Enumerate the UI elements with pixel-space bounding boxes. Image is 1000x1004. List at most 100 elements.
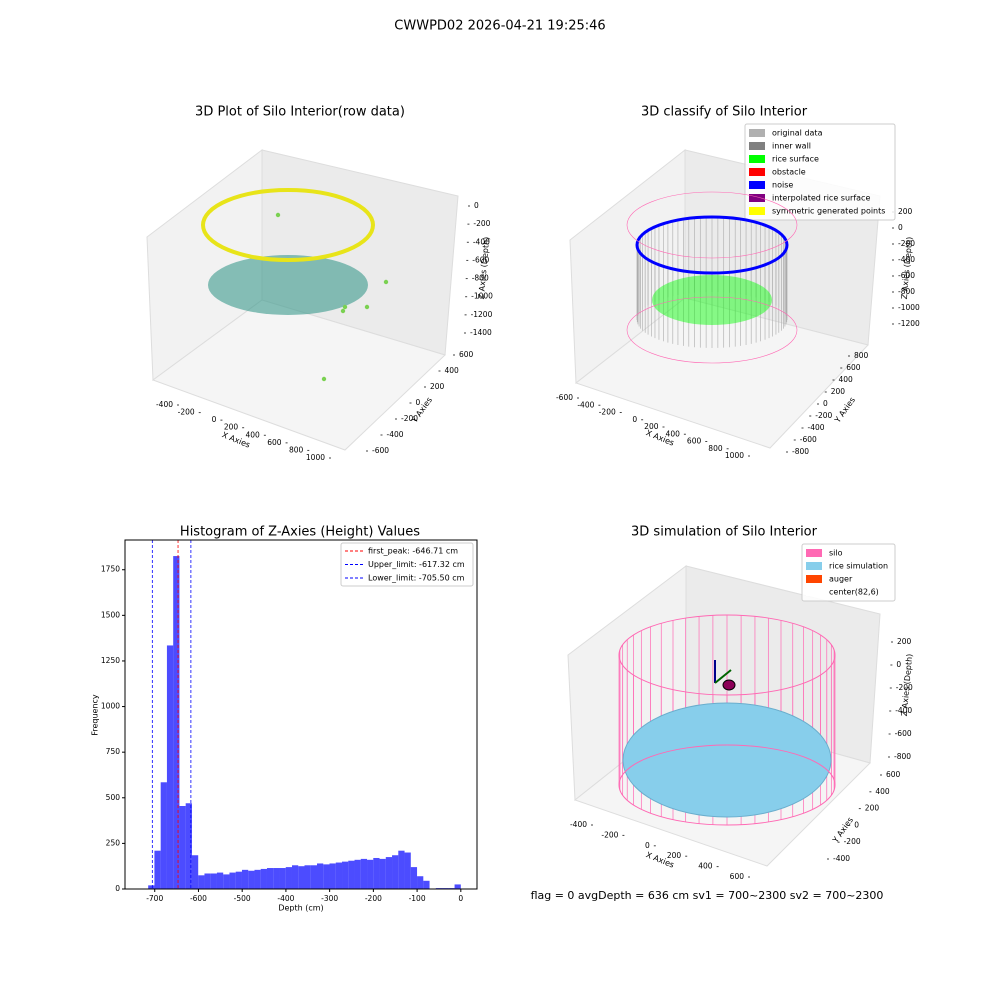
legend-label: symmetric generated points [772,207,885,216]
tick-label: -400 [833,854,850,863]
bar [154,850,161,889]
tick-label: 0 [823,399,828,408]
tick-label: 400 [246,430,261,439]
silo-ring [626,296,798,364]
x-tick-label: -500 [234,894,251,903]
silo-top [618,614,836,696]
bar [335,862,343,889]
tick-label: -200 [601,830,618,839]
x-tick-label: -600 [190,894,207,903]
tick-label: -200 [815,411,832,420]
axis-label: Y Axies [832,396,857,426]
point [275,212,281,218]
bar [260,868,267,889]
legend-swatch [749,142,765,150]
tick-label: -800 [894,752,911,761]
tick-label: 400 [839,375,854,384]
top-ring [201,188,375,262]
tick-label: 200 [430,382,445,391]
tick-label: -400 [570,820,587,829]
legend-label: silo [829,549,843,558]
legend-box [801,543,896,602]
tick-label: -600 [556,393,573,402]
tick-label: -200 [599,408,616,417]
tick-label: -400 [473,237,490,246]
tick-label: 400 [445,366,460,375]
tick-label: 200 [667,851,682,860]
legend-label: noise [772,181,793,190]
auger [722,679,736,691]
bar [285,867,292,889]
bar [310,865,318,889]
bar [354,859,361,889]
bar [235,871,242,889]
tick-label: 0 [632,415,637,424]
tick-label: -400 [387,430,404,439]
bar [373,857,380,889]
y-tick-label: 250 [106,838,121,847]
x-tick-label: -300 [321,894,338,903]
tick-label: 800 [854,351,869,360]
tick-label: -800 [792,447,809,456]
tick-label: -800 [472,274,489,283]
bar [398,850,405,889]
legend-label: obstacle [772,168,806,177]
tick-label: 200 [644,422,659,431]
tick-label: 600 [846,363,861,372]
tick-label: -800 [898,287,915,296]
bar [342,861,349,889]
tick-label: 0 [474,201,479,210]
bar [179,805,186,889]
legend-swatch [749,207,765,215]
bar [191,855,199,889]
tick-label: 800 [708,444,723,453]
tick-label: -200 [896,683,913,692]
legend-swatch [749,129,765,137]
tick-label: -600 [800,435,817,444]
bar [417,876,424,889]
legend-swatch [806,549,822,557]
x-tick-label: -700 [146,894,163,903]
tick-label: 400 [698,862,713,871]
legend-label: Lower_limit: -705.50 cm [368,574,465,583]
subplot-title: 3D classify of Silo Interior [641,105,808,120]
bar [323,864,330,889]
axis-pane [574,297,869,449]
bar [298,866,305,889]
y-tick-label: 500 [106,793,121,802]
tick-label: 0 [854,820,859,829]
legend-swatch [749,181,765,189]
bar [241,869,249,889]
point [321,376,327,382]
subplot-title: 3D Plot of Silo Interior(row data) [195,105,405,120]
silo-ring [626,191,798,259]
top-ring [635,215,789,275]
tick-label: 0 [896,660,901,669]
legend-swatch [806,562,822,570]
bar [367,859,374,889]
tick-label: -1200 [471,310,493,319]
bar [348,860,355,889]
legend-label: rice surface [772,155,819,164]
bar [216,872,224,889]
bar [404,852,411,889]
bar [454,884,461,889]
tick-label: 400 [666,429,681,438]
tick-label: -400 [898,255,915,264]
point [383,279,389,285]
tick-label: 200 [865,804,880,813]
rice-cloud [652,275,772,325]
bar [423,880,430,889]
tick-label: -200 [844,837,861,846]
point-cloud [208,255,368,315]
tick-label: -600 [372,446,389,455]
subplot-title: 3D simulation of Silo Interior [631,525,818,540]
tick-label: 200 [898,207,913,216]
point [364,304,370,310]
legend-label: rice simulation [829,562,888,571]
x-tick-label: -100 [409,894,426,903]
tick-label: 600 [730,872,745,881]
point [342,304,348,310]
legend-label: Upper_limit: -617.32 cm [368,560,465,569]
